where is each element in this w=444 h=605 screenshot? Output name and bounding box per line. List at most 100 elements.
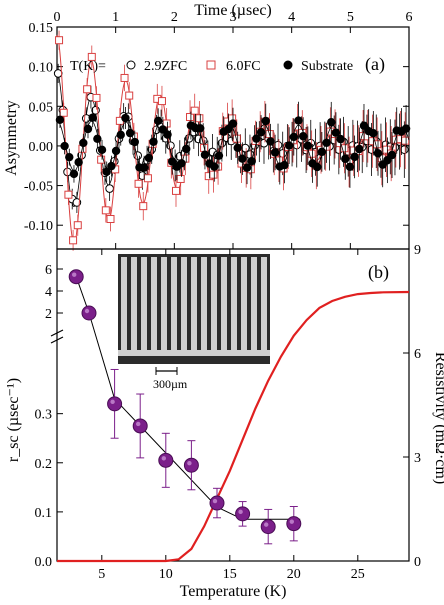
a-point-substrate (270, 148, 280, 157)
a-point-substrate (233, 143, 242, 152)
panel-a-ylabel: Asymmetry (3, 100, 20, 176)
inset-finger (201, 257, 207, 352)
inset-bus (118, 350, 270, 356)
a-point-substrate (163, 130, 172, 139)
a-point-substrate (93, 134, 102, 143)
rsc-point-highlight (264, 522, 269, 527)
a-point-substrate (256, 128, 266, 137)
inset-image: 300µm (118, 254, 270, 391)
a-point-substrate (298, 132, 308, 141)
legend-prefix: T(K)= (70, 59, 106, 74)
a-point-6fc (87, 52, 96, 61)
a-point-substrate (69, 169, 79, 179)
inset-finger (241, 257, 247, 352)
a-point-6fc (190, 106, 199, 115)
a-point-substrate (196, 124, 205, 133)
a-point-6fc (143, 174, 152, 183)
panel-b-ylabel: r_sc (µsec⁻¹) (5, 378, 22, 462)
a-point-substrate (238, 154, 247, 163)
legend-marker-6-0fc (206, 60, 216, 70)
inset-finger (141, 257, 147, 352)
legend-marker-substrate (283, 60, 293, 70)
a-point-6fc (69, 236, 78, 245)
a-point-substrate (336, 134, 345, 144)
a-point-6fc (195, 114, 204, 123)
a-point-substrate (116, 130, 125, 140)
inset-finger (261, 257, 267, 352)
rsc-point (260, 519, 276, 535)
b-ytick-right-label: 3 (414, 451, 421, 466)
rsc-point-highlight (161, 456, 166, 461)
a-point-6fc (83, 85, 92, 94)
a-point-substrate (261, 116, 270, 126)
a-point-6fc (59, 108, 68, 117)
rsc-point-highlight (187, 461, 192, 466)
a-xtick-label: 0 (54, 10, 61, 25)
a-xtick-label: 1 (112, 10, 119, 25)
a-point-substrate (327, 118, 336, 127)
inset-finger (231, 257, 237, 352)
a-point-6fc (209, 170, 218, 179)
b-ytick-right-label: 0 (414, 555, 421, 570)
a-point-substrate (242, 163, 252, 172)
legend-marker-2-9zfc (126, 60, 136, 70)
inset-finger (221, 257, 227, 352)
a-point-substrate (79, 138, 88, 148)
b-xtick-label: 15 (223, 567, 237, 582)
inset-finger (121, 257, 127, 352)
a-point-substrate (153, 116, 163, 125)
a-point-substrate (65, 152, 74, 162)
a-ytick-label: 0.05 (29, 100, 54, 115)
panel-b-xlabel: Temperature (K) (180, 583, 287, 600)
panel-b-ticks: 5 10 15 20 25 0.0 0.1 0.2 0.3 2 4 6 0 3 6 9 (35, 243, 422, 582)
a-point-substrate (182, 144, 191, 154)
rsc-point (81, 305, 97, 321)
a-point-substrate (60, 141, 69, 151)
a-point-substrate (74, 157, 83, 167)
a-point-substrate (130, 137, 139, 147)
rsc-point-highlight (84, 308, 90, 314)
a-point-6fc (64, 190, 73, 199)
panel-a-label: (a) (365, 54, 385, 75)
a-point-substrate (313, 162, 322, 172)
a-point-substrate (88, 113, 97, 122)
rsc-point (286, 516, 302, 532)
a-point-substrate (345, 162, 355, 172)
a-point-substrate (247, 157, 256, 166)
a-point-6fc (139, 202, 148, 211)
a-point-6fc (73, 221, 82, 230)
panel-a-legend: T(K)= 2.9ZFC 6.0FC Substrate (70, 59, 353, 74)
inset-finger (191, 257, 197, 352)
a-point-substrate (373, 149, 383, 158)
a-ytick-label: -0.10 (24, 219, 53, 234)
a-point-substrate (97, 145, 107, 155)
a-point-substrate (125, 128, 135, 138)
b-xtick-label: 5 (98, 567, 105, 582)
legend-label-6-0fc: 6.0FC (226, 59, 261, 74)
a-point-6fc (171, 186, 180, 195)
b-ytick-right-label: 9 (414, 243, 421, 258)
a-point-6fc (120, 73, 129, 82)
a-point-substrate (355, 144, 364, 154)
a-point-substrate (284, 141, 294, 150)
a-point-6fc (401, 136, 410, 145)
a-point-substrate (83, 124, 93, 134)
a-point-6fc (92, 93, 101, 102)
a-point-substrate (102, 167, 111, 176)
axis-break-mark (50, 329, 64, 337)
inset-finger (161, 257, 167, 352)
panel-b-frame (56, 248, 410, 562)
a-xtick-label: 4 (288, 10, 295, 25)
b-ytick-label: 0.0 (35, 555, 53, 570)
a-point-zfc (105, 184, 114, 193)
rsc-point-highlight (72, 272, 77, 277)
panel-b-label: (b) (368, 262, 389, 283)
a-point-substrate (341, 154, 350, 164)
a-point-substrate (149, 137, 158, 146)
rsc-point-highlight (110, 399, 115, 405)
a-point-substrate (266, 137, 275, 146)
a-xtick-label: 6 (406, 10, 413, 25)
a-point-substrate (121, 113, 130, 123)
a-point-substrate (289, 132, 299, 142)
